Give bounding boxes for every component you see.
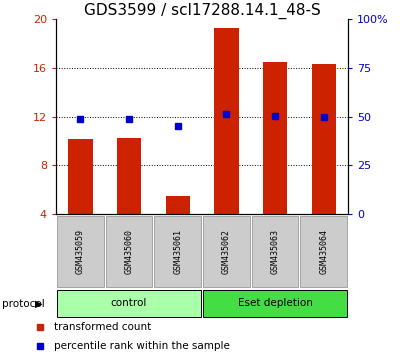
Text: control: control: [111, 298, 147, 308]
Bar: [58, 290, 200, 317]
Text: transformed count: transformed count: [54, 322, 151, 332]
Bar: [300, 216, 347, 287]
Bar: [117, 137, 141, 214]
Text: GSM435063: GSM435063: [270, 229, 280, 274]
Bar: [68, 139, 92, 214]
Bar: [57, 216, 104, 287]
Bar: [252, 216, 298, 287]
Text: Eset depletion: Eset depletion: [238, 298, 312, 308]
Title: GDS3599 / scl17288.14.1_48-S: GDS3599 / scl17288.14.1_48-S: [84, 3, 320, 19]
Text: GSM435059: GSM435059: [76, 229, 85, 274]
Text: protocol: protocol: [2, 298, 45, 309]
Text: GSM435060: GSM435060: [124, 229, 134, 274]
Bar: [166, 196, 190, 214]
Text: percentile rank within the sample: percentile rank within the sample: [54, 341, 230, 351]
Bar: [312, 64, 336, 214]
Bar: [204, 290, 346, 317]
Bar: [154, 216, 201, 287]
Bar: [203, 216, 250, 287]
Bar: [263, 62, 287, 214]
Text: GSM435064: GSM435064: [319, 229, 328, 274]
Text: GSM435062: GSM435062: [222, 229, 231, 274]
Bar: [106, 216, 152, 287]
Bar: [214, 28, 238, 214]
Text: GSM435061: GSM435061: [173, 229, 182, 274]
Text: ▶: ▶: [35, 298, 42, 309]
